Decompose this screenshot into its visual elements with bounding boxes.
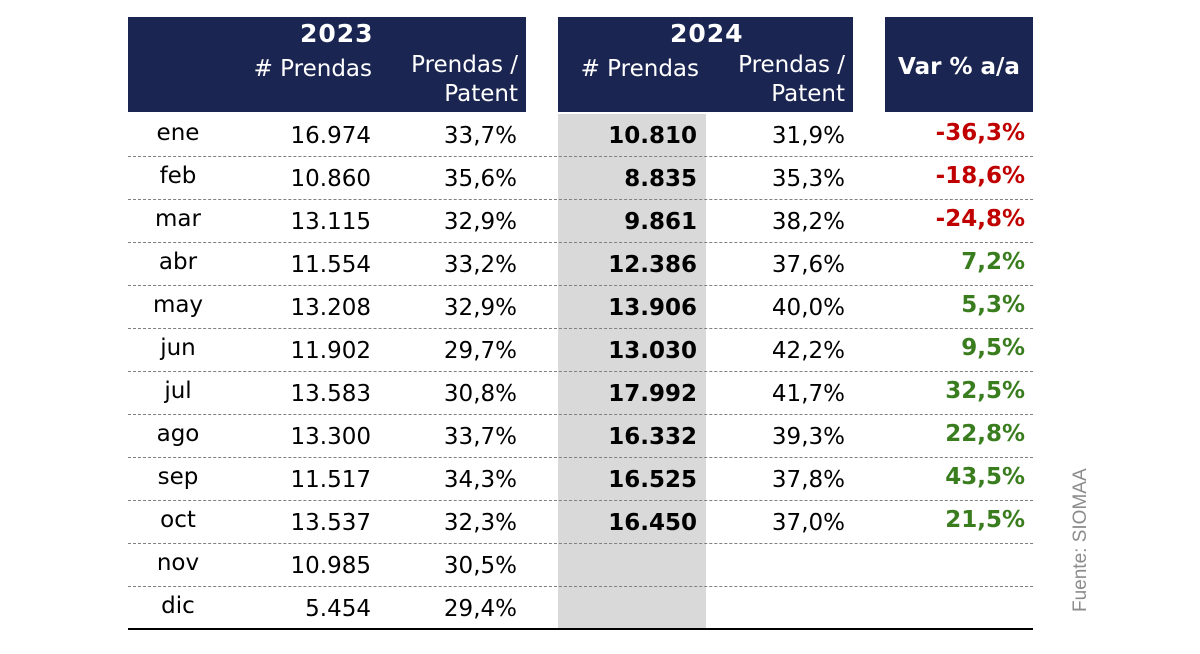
header-var: Var % a/a [885, 17, 1033, 112]
prendas-2023-cell: 5.454 [305, 596, 371, 622]
month-cell: oct [160, 507, 196, 533]
prendas-2023-cell: 13.208 [290, 295, 371, 321]
month-cell: jun [160, 335, 196, 361]
ratio-2023-cell: 29,7% [443, 338, 517, 364]
prendas-2023-cell: 10.985 [290, 553, 371, 579]
ratio-2023-cell: 32,9% [443, 295, 517, 321]
prendas-2024-cell: 16.332 [608, 424, 697, 450]
table-row: abr 11.554 33,2% 12.386 37,6% 7,2% [128, 243, 1033, 286]
table-body: ene 16.974 33,7% 10.810 31,9% -36,3% feb 10.860… [128, 114, 1033, 630]
ratio-2023-cell: 33,7% [443, 123, 517, 149]
table-row: oct 13.537 32,3% 16.450 37,0% 21,5% [128, 501, 1033, 544]
month-cell: abr [158, 249, 198, 275]
ratio-2023-cell: 34,3% [443, 467, 517, 493]
highlight-column-2024 [558, 114, 706, 630]
month-cell: dic [161, 593, 195, 619]
month-cell: jul [164, 378, 192, 404]
prendas-2024-cell: 16.450 [608, 510, 697, 536]
ratio-2023-cell: 32,3% [443, 510, 517, 536]
col-ratio-2024: Prendas / Patent [738, 51, 845, 109]
var-cell: -36,3% [935, 120, 1025, 146]
col-ratio-2024-line1: Prendas / [738, 52, 845, 78]
prendas-2024-cell: 8.835 [624, 166, 697, 192]
ratio-2023-cell: 33,7% [443, 424, 517, 450]
header-2024: 2024 # Prendas Prendas / Patent [558, 17, 853, 112]
var-cell: -18,6% [935, 163, 1025, 189]
ratio-2023-cell: 29,4% [443, 596, 517, 622]
prendas-2023-cell: 13.583 [290, 381, 371, 407]
ratio-2024-cell: 37,8% [771, 467, 845, 493]
table-row: mar 13.115 32,9% 9.861 38,2% -24,8% [128, 200, 1033, 243]
col-ratio-2024-line2: Patent [771, 81, 845, 107]
month-cell: may [152, 292, 204, 318]
table-row: sep 11.517 34,3% 16.525 37,8% 43,5% [128, 458, 1033, 501]
table-row: nov 10.985 30,5% [128, 544, 1033, 587]
prendas-2024-cell: 13.906 [608, 295, 697, 321]
prendas-2024-cell: 16.525 [608, 467, 697, 493]
prendas-2024-cell: 9.861 [624, 209, 697, 235]
var-cell: 9,5% [961, 335, 1025, 361]
col-prendas-2023: # Prendas [253, 56, 372, 82]
header-2023: 2023 # Prendas Prendas / Patent [128, 17, 526, 112]
col-ratio-2023-line2: Patent [444, 81, 518, 107]
ratio-2024-cell: 35,3% [771, 166, 845, 192]
col-var: Var % a/a [898, 54, 1020, 80]
month-cell: sep [157, 464, 199, 490]
table-row: jul 13.583 30,8% 17.992 41,7% 32,5% [128, 372, 1033, 415]
prendas-2023-cell: 13.537 [290, 510, 371, 536]
year-2024-label: 2024 [670, 19, 744, 48]
table-row: ene 16.974 33,7% 10.810 31,9% -36,3% [128, 114, 1033, 157]
ratio-2024-cell: 39,3% [771, 424, 845, 450]
var-cell: 21,5% [945, 507, 1025, 533]
month-cell: mar [155, 206, 201, 232]
ratio-2023-cell: 33,2% [443, 252, 517, 278]
prendas-2023-cell: 13.115 [290, 209, 371, 235]
ratio-2023-cell: 30,5% [443, 553, 517, 579]
ratio-2024-cell: 37,6% [771, 252, 845, 278]
prendas-2024-cell: 12.386 [608, 252, 697, 278]
col-ratio-2023: Prendas / Patent [411, 51, 518, 109]
ratio-2024-cell: 42,2% [771, 338, 845, 364]
month-cell: feb [159, 163, 197, 189]
table-row: ago 13.300 33,7% 16.332 39,3% 22,8% [128, 415, 1033, 458]
table-row: dic 5.454 29,4% [128, 587, 1033, 630]
ratio-2023-cell: 32,9% [443, 209, 517, 235]
prendas-2024-cell: 13.030 [608, 338, 697, 364]
year-2023-label: 2023 [300, 19, 374, 48]
prendas-2023-cell: 11.554 [290, 252, 371, 278]
ratio-2023-cell: 30,8% [443, 381, 517, 407]
month-cell: ene [156, 120, 200, 146]
col-prendas-2024: # Prendas [580, 56, 699, 82]
var-cell: 32,5% [945, 378, 1025, 404]
prendas-2023-cell: 16.974 [290, 123, 371, 149]
prendas-2023-cell: 13.300 [290, 424, 371, 450]
prendas-2024-cell: 10.810 [608, 123, 697, 149]
prendas-2023-cell: 10.860 [290, 166, 371, 192]
month-cell: nov [156, 550, 200, 576]
table-row: may 13.208 32,9% 13.906 40,0% 5,3% [128, 286, 1033, 329]
prendas-2024-cell: 17.992 [608, 381, 697, 407]
col-ratio-2023-line1: Prendas / [411, 52, 518, 78]
ratio-2024-cell: 37,0% [771, 510, 845, 536]
ratio-2024-cell: 38,2% [771, 209, 845, 235]
var-cell: 22,8% [945, 421, 1025, 447]
prendas-2023-cell: 11.902 [290, 338, 371, 364]
table-row: jun 11.902 29,7% 13.030 42,2% 9,5% [128, 329, 1033, 372]
ratio-2023-cell: 35,6% [443, 166, 517, 192]
ratio-2024-cell: 40,0% [771, 295, 845, 321]
var-cell: 5,3% [961, 292, 1025, 318]
var-cell: 43,5% [945, 464, 1025, 490]
table-row: feb 10.860 35,6% 8.835 35,3% -18,6% [128, 157, 1033, 200]
prendas-2023-cell: 11.517 [290, 467, 371, 493]
var-cell: -24,8% [935, 206, 1025, 232]
var-cell: 7,2% [961, 249, 1025, 275]
ratio-2024-cell: 41,7% [771, 381, 845, 407]
month-cell: ago [156, 421, 200, 447]
source-note: Fuente: SIOMAA [1070, 468, 1091, 612]
ratio-2024-cell: 31,9% [771, 123, 845, 149]
